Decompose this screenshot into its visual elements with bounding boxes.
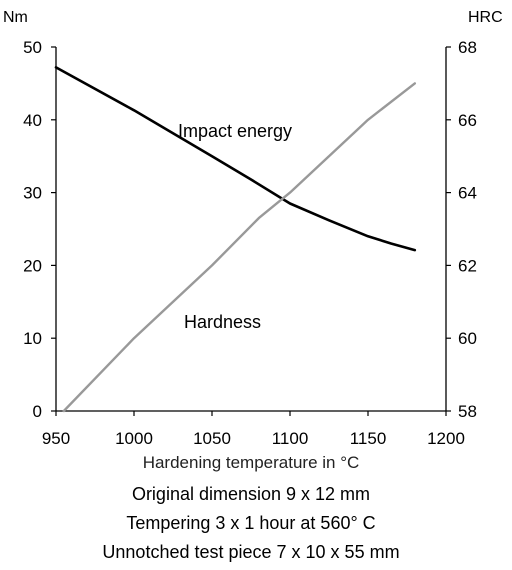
y-right-tick-label: 60 [458, 329, 477, 348]
caption-dimension: Original dimension 9 x 12 mm [132, 484, 370, 504]
x-axis-title: Hardening temperature in °C [143, 453, 360, 472]
x-tick-label: 1050 [193, 429, 231, 448]
y-right-tick-label: 66 [458, 111, 477, 130]
y-left-tick-label: 20 [23, 256, 42, 275]
y-left-tick-label: 0 [33, 402, 42, 421]
series-label-hardness: Hardness [184, 312, 261, 332]
x-tick-label: 1200 [427, 429, 465, 448]
y-right-tick-label: 68 [458, 38, 477, 57]
y-right-tick-label: 62 [458, 256, 477, 275]
series-line-impact-energy [56, 67, 415, 250]
caption-test-piece: Unnotched test piece 7 x 10 x 55 mm [102, 542, 399, 562]
y-left-tick-label: 10 [23, 329, 42, 348]
y-left-tick-label: 50 [23, 38, 42, 57]
y-right-tick-label: 58 [458, 402, 477, 421]
x-tick-label: 1150 [350, 429, 387, 448]
y-left-tick-label: 30 [23, 184, 42, 203]
caption-tempering: Tempering 3 x 1 hour at 560° C [126, 513, 375, 533]
x-tick-label: 1100 [272, 429, 309, 448]
y-left-tick-label: 40 [23, 111, 42, 130]
y-axis-left-label: Nm [3, 9, 28, 26]
y-right-tick-label: 64 [458, 184, 477, 203]
x-tick-label: 950 [42, 429, 70, 448]
series-label-impact-energy: Impact energy [178, 121, 292, 141]
y-axis-right-label: HRC [468, 9, 503, 26]
x-tick-label: 1000 [115, 429, 153, 448]
